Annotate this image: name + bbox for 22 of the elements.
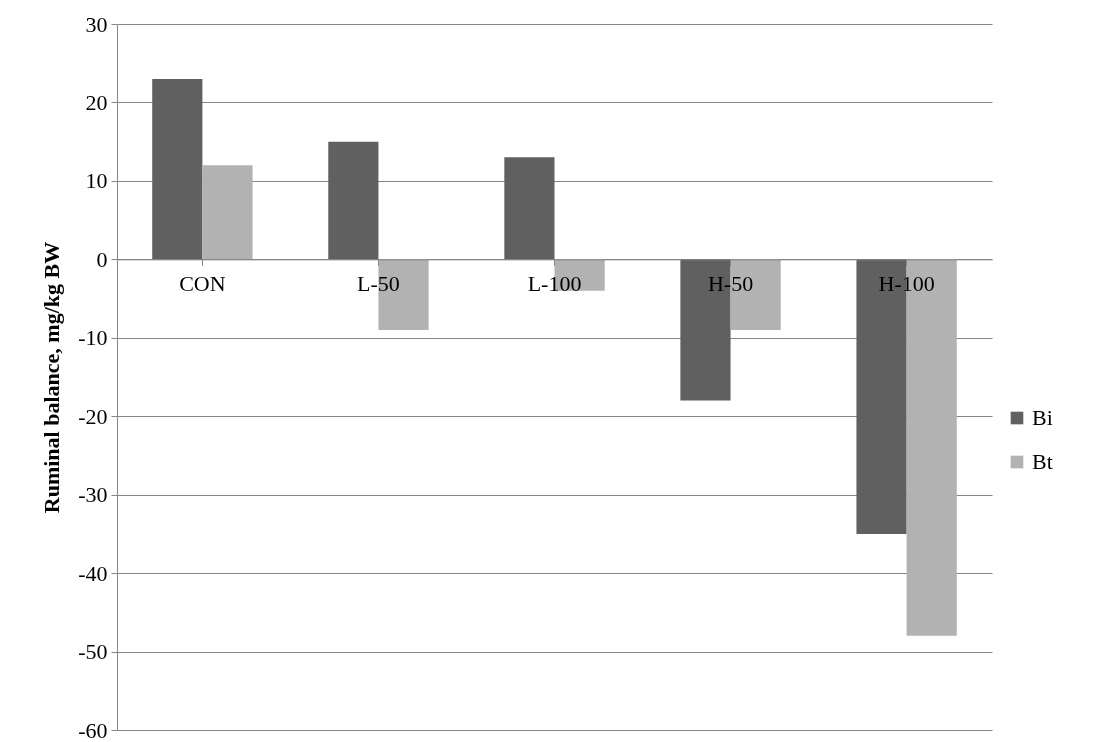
bar — [152, 78, 203, 260]
legend-label: Bi — [1032, 405, 1053, 430]
y-tick-label: -50 — [78, 639, 108, 665]
y-tick-label: 10 — [85, 168, 108, 194]
y-tick-label: 0 — [96, 246, 108, 272]
y-tick-label: 30 — [85, 11, 108, 37]
x-tick-label: H-100 — [878, 270, 935, 296]
x-tick-label: L-100 — [527, 270, 582, 296]
bar — [504, 157, 555, 260]
y-tick-label: -60 — [78, 717, 108, 742]
x-tick-label: H-50 — [707, 270, 754, 296]
legend-label: Bt — [1032, 449, 1053, 474]
y-tick-label: 20 — [85, 89, 108, 115]
bar — [328, 141, 379, 260]
y-tick-label: -30 — [78, 482, 108, 508]
y-axis-title: Ruminal balance, mg/kg BW — [39, 241, 65, 514]
bar — [202, 165, 253, 260]
y-tick-label: -20 — [78, 403, 108, 429]
x-tick-label: CON — [179, 270, 226, 296]
x-tick-label: L-50 — [357, 270, 400, 296]
y-tick-label: -10 — [78, 325, 108, 351]
y-tick-label: -40 — [78, 560, 108, 586]
